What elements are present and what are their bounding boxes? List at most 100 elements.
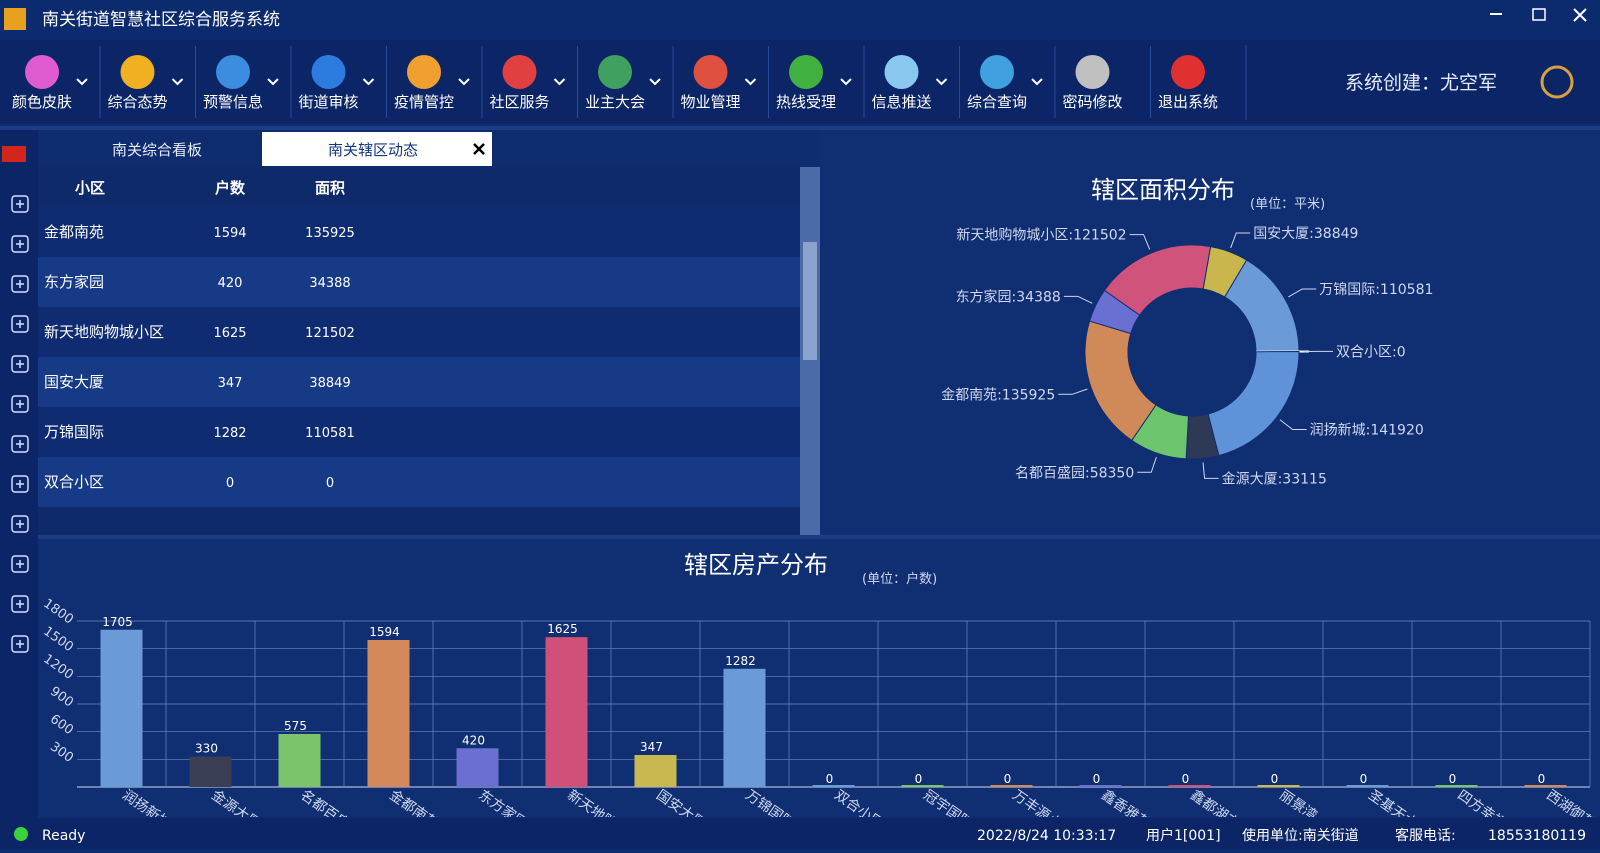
bar[interactable] [368,640,410,787]
chart-subtitle: (单位：平米) [1250,197,1325,212]
bar[interactable] [279,734,321,787]
bar[interactable] [1258,785,1300,787]
toolbar-button[interactable]: 密码修改 [1063,93,1123,111]
data-label: 0 [1271,772,1279,786]
tab[interactable]: 南关综合看板 [112,141,202,159]
data-label: 347 [640,740,663,754]
bar[interactable] [546,637,588,787]
bar[interactable] [1080,785,1122,787]
data-label: 0 [1360,772,1368,786]
data-label: 0 [915,772,923,786]
data-label: 575 [284,719,307,733]
status-phone: 18553180119 [1488,828,1586,844]
table-cell: 121502 [305,326,355,341]
data-label: 东方家园:34388 [956,288,1061,305]
bar[interactable] [1347,785,1389,787]
bar[interactable] [1525,785,1567,787]
bar[interactable] [902,785,944,787]
table-row[interactable] [38,357,800,407]
toolbar-button[interactable]: 信息推送 [872,93,932,111]
toolbar-icon[interactable] [885,55,919,89]
table-cell: 110581 [305,426,355,441]
toolbar-button[interactable]: 业主大会 [585,93,645,111]
table-row[interactable] [38,457,800,507]
toolbar-icon[interactable] [503,55,537,89]
table-cell: 东方家园 [44,273,104,291]
toolbar-button[interactable]: 街道审核 [299,93,359,111]
toolbar-button[interactable]: 综合态势 [108,93,168,111]
window-title: 南关街道智慧社区综合服务系统 [42,10,280,30]
table-row[interactable] [38,257,800,307]
bar[interactable] [813,785,855,787]
toolbar-icon[interactable] [25,55,59,89]
bar[interactable] [991,785,1033,787]
table-cell: 1594 [213,226,246,241]
app-icon [4,8,26,30]
bar[interactable] [1169,785,1211,787]
tab[interactable]: 南关辖区动态 [328,141,418,159]
data-label: 0 [1538,772,1546,786]
data-label: 420 [462,733,485,747]
table-cell: 新天地购物城小区 [44,323,164,341]
table-cell: 34388 [309,276,350,291]
chart-title: 辖区面积分布 [1091,176,1235,204]
data-label: 330 [195,742,218,756]
status-text: Ready [42,828,85,844]
data-label: 新天地购物城小区:121502 [956,228,1126,244]
toolbar-button[interactable]: 预警信息 [203,93,263,111]
bar[interactable] [457,748,499,787]
bar[interactable] [635,755,677,787]
toolbar-icon[interactable] [694,55,728,89]
data-label: 润扬新城:141920 [1310,422,1424,438]
splitter[interactable] [0,126,1600,130]
data-label: 万锦国际:110581 [1319,281,1433,298]
toolbar-icon[interactable] [312,55,346,89]
chart-title: 辖区房产分布 [684,551,828,579]
status-datetime: 2022/8/24 10:33:17 [977,828,1116,844]
toolbar-button[interactable]: 热线受理 [776,93,836,111]
toolbar-icon[interactable] [216,55,250,89]
toolbar-button[interactable]: 综合查询 [967,93,1027,111]
table-cell: 万锦国际 [44,423,104,441]
column-header: 小区 [75,179,105,197]
toolbar-icon[interactable] [407,55,441,89]
toolbar-button[interactable]: 颜色皮肤 [12,93,72,111]
data-label: 金源大厦:33115 [1222,471,1327,487]
data-label: 金都南苑:135925 [941,387,1055,403]
table-row[interactable] [38,207,800,257]
toolbar-button[interactable]: 物业管理 [681,93,741,111]
splitter[interactable] [38,535,1600,539]
data-label: 0 [1093,772,1101,786]
toolbar-icon[interactable] [980,55,1014,89]
table-cell: 0 [226,476,234,491]
creator: 系统创建：尤空军 [1345,72,1497,94]
toolbar-icon[interactable] [789,55,823,89]
column-header: 面积 [315,179,345,197]
table-cell: 1625 [213,326,246,341]
bar[interactable] [101,630,143,787]
sidebar [0,130,38,818]
status-bar [0,818,1600,849]
scroll-thumb[interactable] [803,242,817,360]
flag-icon[interactable] [2,146,26,162]
bar[interactable] [1436,785,1478,787]
data-label: 1282 [725,654,756,668]
table-cell: 38849 [309,376,350,391]
bar[interactable] [724,669,766,787]
toolbar-icon[interactable] [121,55,155,89]
table-cell: 347 [218,376,243,391]
toolbar-button[interactable]: 退出系统 [1158,93,1218,111]
data-label: 名都百盛园:58350 [1015,465,1134,481]
toolbar-button[interactable]: 疫情管控 [394,93,454,111]
toolbar-icon[interactable] [1076,55,1110,89]
toolbar-icon[interactable] [598,55,632,89]
table-row[interactable] [38,407,800,457]
data-label: 1705 [102,615,133,629]
toolbar-icon[interactable] [1171,55,1205,89]
toolbar-button[interactable]: 社区服务 [490,93,550,111]
data-label: 双合小区:0 [1336,344,1406,360]
bar[interactable] [190,757,232,787]
data-label: 0 [1182,772,1190,786]
